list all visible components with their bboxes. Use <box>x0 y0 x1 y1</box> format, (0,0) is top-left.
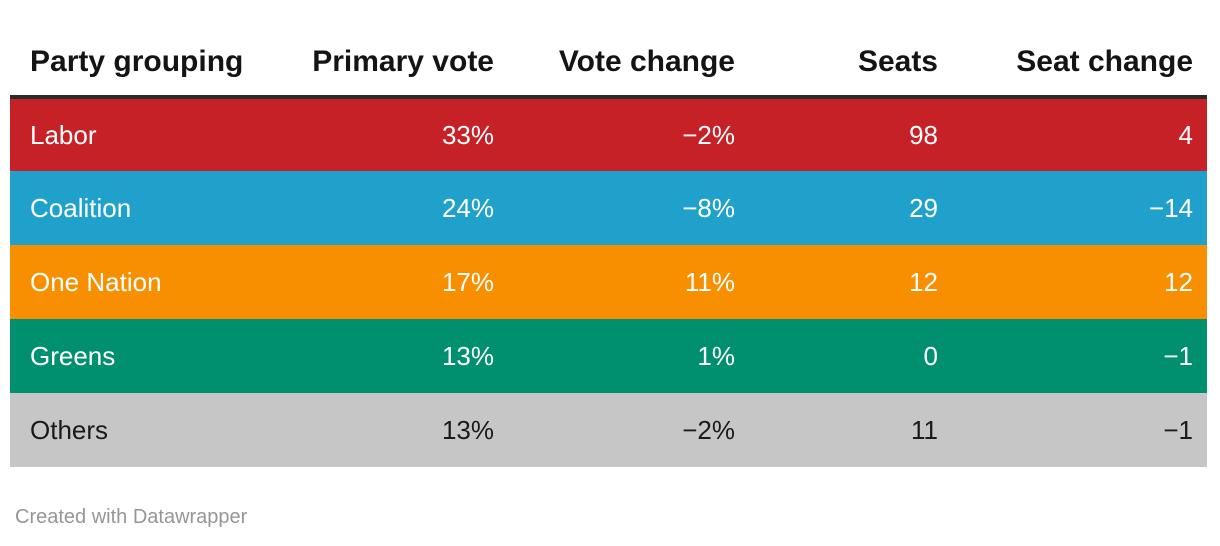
cell-vote-change: 1% <box>697 340 735 371</box>
cell-primary-vote: 13% <box>441 340 494 371</box>
table-row-labor: Labor 33% −2% 98 4 <box>10 97 1207 171</box>
header-row: Party grouping Primary vote Vote change … <box>10 0 1207 99</box>
header-primary-vote: Primary vote <box>310 0 494 99</box>
cell-primary-vote: 13% <box>441 414 494 445</box>
cell-seats: 11 <box>911 414 938 445</box>
cell-primary-vote: 24% <box>441 192 494 223</box>
cell-seats: 12 <box>909 266 938 297</box>
cell-vote-change: −2% <box>682 414 735 445</box>
datawrapper-table-chart: Party grouping Primary vote Vote change … <box>10 0 1207 467</box>
cell-party: Coalition <box>30 192 132 223</box>
cell-party: Greens <box>30 340 116 371</box>
cell-vote-change: −8% <box>682 192 735 223</box>
header-seat-change: Seat change <box>938 0 1207 99</box>
cell-party: Others <box>30 414 109 445</box>
table-row-coalition: Coalition 24% −8% 29 −14 <box>10 171 1207 245</box>
footer-attribution: Created with Datawrapper <box>15 505 1220 529</box>
cell-seat-change: 4 <box>1178 119 1193 150</box>
table-row-one-nation: One Nation 17% 11% 12 12 <box>10 245 1207 319</box>
table-row-greens: Greens 13% 1% 0 −1 <box>10 319 1207 393</box>
results-table: Party grouping Primary vote Vote change … <box>10 0 1207 467</box>
cell-primary-vote: 17% <box>441 266 494 297</box>
cell-seat-change: 12 <box>1164 266 1193 297</box>
table-body: Labor 33% −2% 98 4 Coalition 24% −8% 29 … <box>10 97 1207 467</box>
cell-seats: 29 <box>909 192 938 223</box>
cell-seat-change: −14 <box>1148 192 1193 223</box>
table-header: Party grouping Primary vote Vote change … <box>10 0 1207 99</box>
cell-seats: 98 <box>909 119 938 150</box>
cell-primary-vote: 33% <box>441 119 494 150</box>
header-party-grouping: Party grouping <box>10 0 310 99</box>
table-row-others: Others 13% −2% 11 −1 <box>10 393 1207 467</box>
cell-vote-change: −2% <box>682 119 735 150</box>
datawrapper-attribution-link[interactable]: Created with Datawrapper <box>15 506 248 528</box>
cell-seat-change: −1 <box>1163 340 1193 371</box>
header-seats: Seats <box>735 0 938 99</box>
cell-party: One Nation <box>30 266 162 297</box>
cell-vote-change: 11% <box>684 266 735 297</box>
cell-seats: 0 <box>923 340 938 371</box>
header-vote-change: Vote change <box>494 0 735 99</box>
cell-seat-change: −1 <box>1163 414 1193 445</box>
cell-party: Labor <box>30 119 97 150</box>
